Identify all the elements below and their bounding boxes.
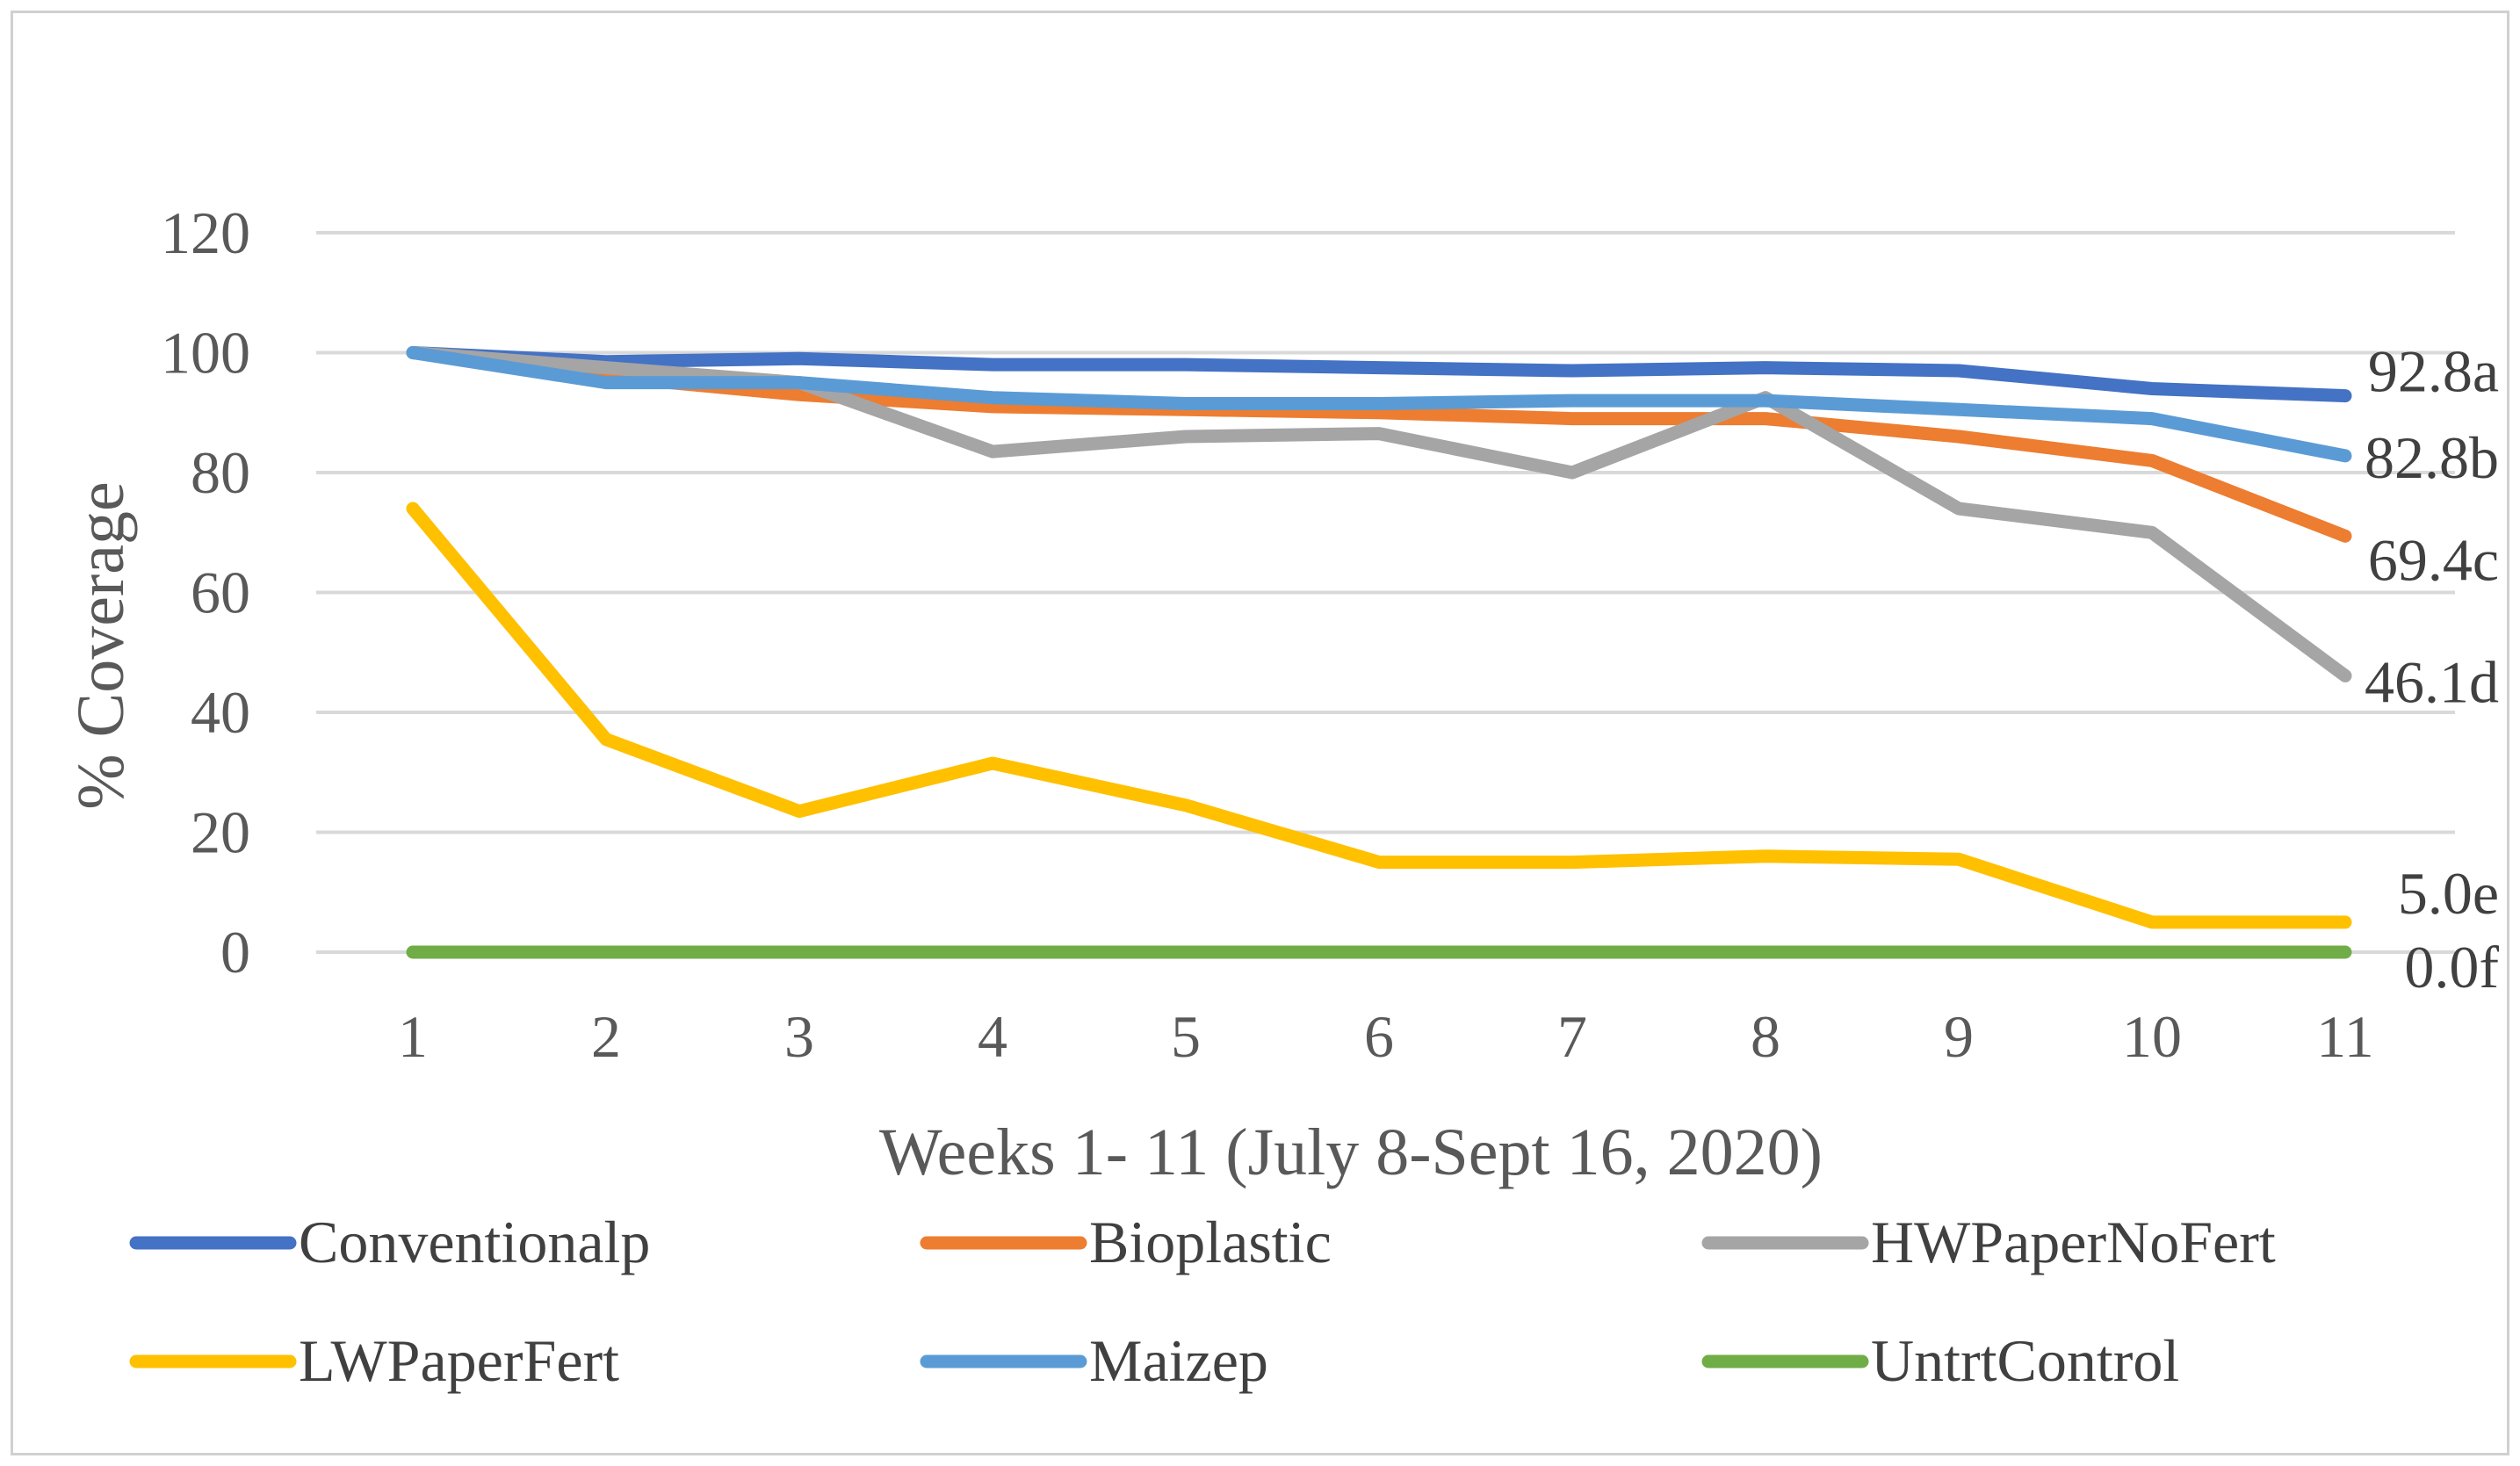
chart-frame: 0 20 40 60 80 100 120 1 2 3 4 5 6 7 8 9 10 11 92.8a 69.4c… xyxy=(11,11,2509,1455)
x-tick-label: 8 xyxy=(1751,1003,1780,1070)
end-label-untrtcontrol: 0.0f xyxy=(2404,934,2499,1000)
y-tick-label: 40 xyxy=(191,679,250,746)
end-label-bioplastic: 69.4c xyxy=(2368,526,2499,593)
end-labels: 92.8a 69.4c 46.1d 5.0e 82.8b 0.0f xyxy=(2365,338,2499,1000)
x-tick-label: 3 xyxy=(784,1003,814,1070)
x-tick-label: 9 xyxy=(1944,1003,1974,1070)
legend-label-maizep: Maizep xyxy=(1089,1327,1268,1394)
y-tick-label: 120 xyxy=(161,199,250,266)
gridlines xyxy=(316,231,2455,954)
legend-label-bioplastic: Bioplastic xyxy=(1089,1209,1332,1275)
x-tick-label: 6 xyxy=(1364,1003,1394,1070)
series-lines xyxy=(406,346,2352,959)
x-tick-label: 1 xyxy=(398,1003,428,1070)
x-tick-label: 2 xyxy=(591,1003,621,1070)
x-tick-label: 10 xyxy=(2122,1003,2182,1070)
legend-label-lwpaperfert: LWPaperFert xyxy=(299,1327,619,1394)
y-tick-label: 20 xyxy=(191,799,250,866)
y-tick-label: 0 xyxy=(220,919,250,986)
y-tick-label: 60 xyxy=(191,560,250,626)
y-tick-label: 100 xyxy=(161,320,250,386)
end-label-conventionalp: 92.8a xyxy=(2368,338,2499,405)
x-tick-label: 11 xyxy=(2316,1003,2373,1070)
legend-label-untrtcontrol: UntrtControl xyxy=(1871,1327,2179,1394)
series-line-maizep xyxy=(406,346,2352,463)
series-line-conventionalp xyxy=(406,346,2352,403)
end-label-hwpapernofert: 46.1d xyxy=(2365,648,2499,715)
legend: Conventionalp Bioplastic HWPaperNoFert LWPa… xyxy=(129,1209,2276,1394)
end-label-lwpaperfert: 5.0e xyxy=(2398,860,2499,927)
legend-label-conventionalp: Conventionalp xyxy=(299,1209,650,1275)
x-tick-label: 7 xyxy=(1557,1003,1587,1070)
y-tick-label: 80 xyxy=(191,439,250,506)
x-tick-label: 5 xyxy=(1171,1003,1201,1070)
x-axis-title: Weeks 1- 11 (July 8-Sept 16, 2020) xyxy=(879,1116,1823,1189)
y-axis-ticks: 0 20 40 60 80 100 120 xyxy=(161,199,250,986)
line-chart: 0 20 40 60 80 100 120 1 2 3 4 5 6 7 8 9 10 11 92.8a 69.4c… xyxy=(64,199,2499,1394)
legend-label-hwpapernofert: HWPaperNoFert xyxy=(1871,1209,2276,1275)
x-axis-ticks: 1 2 3 4 5 6 7 8 9 10 11 xyxy=(398,1003,2374,1070)
y-axis-title: % Coverage xyxy=(64,481,138,810)
series-line-lwpaperfert xyxy=(406,502,2352,929)
x-tick-label: 4 xyxy=(978,1003,1007,1070)
end-label-maizep: 82.8b xyxy=(2365,424,2499,491)
